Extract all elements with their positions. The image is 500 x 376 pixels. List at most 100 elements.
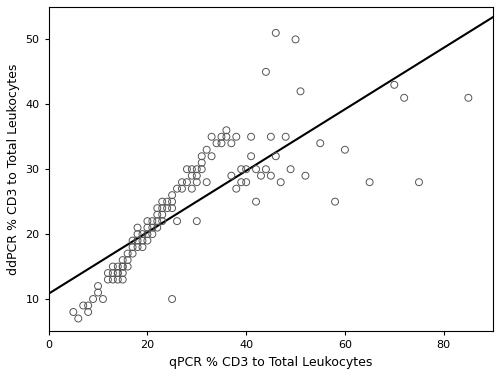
Point: [218, 134, 226, 140]
Point: [257, 173, 265, 179]
Point: [144, 238, 152, 244]
Point: [168, 205, 176, 211]
Point: [208, 134, 216, 140]
X-axis label: qPCR % CD3 to Total Leukocytes: qPCR % CD3 to Total Leukocytes: [169, 356, 372, 369]
Point: [252, 199, 260, 205]
Point: [247, 134, 255, 140]
Point: [134, 224, 141, 230]
Point: [193, 166, 201, 172]
Point: [183, 166, 191, 172]
Point: [212, 140, 220, 146]
Point: [134, 231, 141, 237]
Point: [390, 82, 398, 88]
Point: [242, 179, 250, 185]
Point: [188, 173, 196, 179]
Point: [138, 231, 146, 237]
Point: [158, 218, 166, 224]
Y-axis label: ddPCR % CD3 to Total Leukocytes: ddPCR % CD3 to Total Leukocytes: [7, 64, 20, 275]
Point: [118, 264, 126, 270]
Point: [208, 153, 216, 159]
Point: [193, 218, 201, 224]
Point: [104, 270, 112, 276]
Point: [94, 290, 102, 296]
Point: [198, 166, 205, 172]
Point: [114, 276, 122, 282]
Point: [109, 264, 117, 270]
Point: [70, 309, 78, 315]
Point: [124, 250, 132, 256]
Point: [262, 166, 270, 172]
Point: [267, 173, 275, 179]
Point: [163, 199, 171, 205]
Point: [173, 218, 181, 224]
Point: [84, 309, 92, 315]
Point: [302, 173, 310, 179]
Point: [74, 315, 82, 321]
Point: [198, 153, 205, 159]
Point: [316, 140, 324, 146]
Point: [366, 179, 374, 185]
Point: [124, 264, 132, 270]
Point: [242, 166, 250, 172]
Point: [154, 224, 162, 230]
Point: [247, 153, 255, 159]
Point: [134, 238, 141, 244]
Point: [267, 134, 275, 140]
Point: [193, 173, 201, 179]
Point: [198, 160, 205, 166]
Point: [158, 205, 166, 211]
Point: [118, 257, 126, 263]
Point: [138, 244, 146, 250]
Point: [292, 36, 300, 42]
Point: [232, 134, 240, 140]
Point: [128, 238, 136, 244]
Point: [228, 173, 235, 179]
Point: [158, 212, 166, 218]
Point: [218, 140, 226, 146]
Point: [99, 296, 107, 302]
Point: [222, 127, 230, 133]
Point: [154, 205, 162, 211]
Point: [128, 250, 136, 256]
Point: [232, 186, 240, 192]
Point: [237, 179, 245, 185]
Point: [144, 231, 152, 237]
Point: [252, 166, 260, 172]
Point: [272, 153, 280, 159]
Point: [202, 147, 210, 153]
Point: [296, 88, 304, 94]
Point: [118, 264, 126, 270]
Point: [202, 179, 210, 185]
Point: [148, 218, 156, 224]
Point: [183, 179, 191, 185]
Point: [84, 303, 92, 309]
Point: [148, 224, 156, 230]
Point: [464, 95, 472, 101]
Point: [168, 199, 176, 205]
Point: [118, 276, 126, 282]
Point: [154, 218, 162, 224]
Point: [188, 166, 196, 172]
Point: [193, 179, 201, 185]
Point: [341, 147, 349, 153]
Point: [154, 212, 162, 218]
Point: [222, 134, 230, 140]
Point: [168, 296, 176, 302]
Point: [400, 95, 408, 101]
Point: [94, 283, 102, 289]
Point: [124, 257, 132, 263]
Point: [118, 270, 126, 276]
Point: [286, 166, 294, 172]
Point: [272, 30, 280, 36]
Point: [128, 244, 136, 250]
Point: [114, 270, 122, 276]
Point: [331, 199, 339, 205]
Point: [276, 179, 284, 185]
Point: [109, 276, 117, 282]
Point: [89, 296, 97, 302]
Point: [138, 238, 146, 244]
Point: [415, 179, 423, 185]
Point: [282, 134, 290, 140]
Point: [144, 218, 152, 224]
Point: [158, 199, 166, 205]
